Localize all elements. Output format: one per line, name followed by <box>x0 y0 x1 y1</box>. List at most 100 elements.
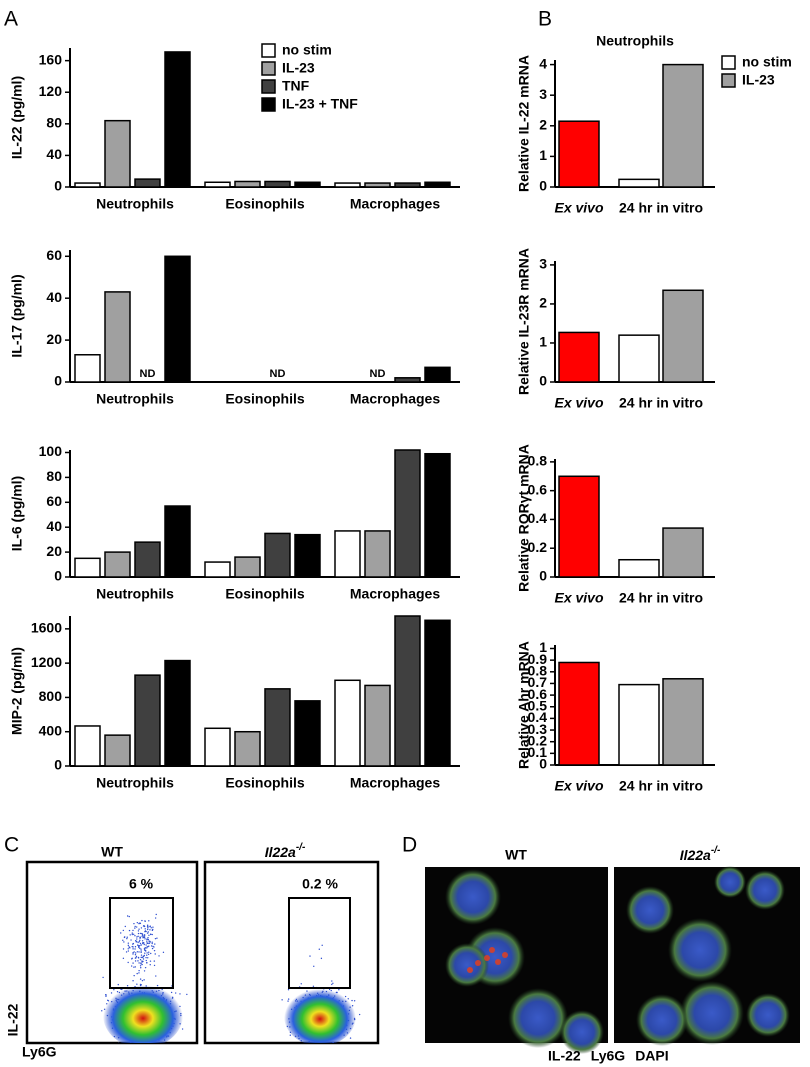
column-label: WT <box>101 844 123 860</box>
y-tick-label: 100 <box>39 443 63 459</box>
y-tick-label: 60 <box>46 247 62 263</box>
event <box>105 995 107 997</box>
legend-label: IL-23 <box>742 72 775 88</box>
y-tick-label: 60 <box>46 493 62 509</box>
event <box>128 929 131 932</box>
event <box>137 957 140 959</box>
bar <box>394 377 421 383</box>
stain-label: Ly6G <box>591 1048 626 1064</box>
event <box>321 944 323 946</box>
bar <box>264 532 291 578</box>
event <box>136 936 138 938</box>
event <box>139 947 141 950</box>
y-tick-label: 0 <box>54 568 62 584</box>
event <box>140 954 143 956</box>
event <box>151 933 153 936</box>
column-label: Il22a-/- <box>680 845 721 863</box>
bar <box>294 700 321 767</box>
event <box>143 979 145 981</box>
cell <box>560 1010 604 1054</box>
bar <box>558 661 600 766</box>
event <box>123 936 126 939</box>
event <box>358 1013 361 1016</box>
event <box>122 939 124 941</box>
bar <box>334 679 361 767</box>
event <box>141 919 143 922</box>
event <box>137 960 139 962</box>
y-tick-label: 0.1 <box>528 744 548 760</box>
bar <box>364 530 391 578</box>
x-tick-label: Neutrophils <box>96 391 174 407</box>
event <box>318 948 321 950</box>
event <box>146 941 148 943</box>
y-tick-label: 0 <box>539 178 547 194</box>
bar <box>74 557 101 578</box>
x-tick-label: Ex vivo <box>554 395 603 411</box>
event <box>139 932 142 935</box>
event <box>148 934 150 937</box>
event <box>132 946 134 948</box>
legend-swatch <box>261 79 276 94</box>
gate <box>109 897 174 989</box>
event <box>113 988 115 991</box>
y-tick-label: 3 <box>539 86 547 102</box>
x-tick-label: 24 hr in vitro <box>619 590 703 606</box>
event <box>349 1037 352 1039</box>
legend-label: IL-23 + TNF <box>282 96 358 112</box>
event <box>137 935 139 937</box>
x-tick-label: Eosinophils <box>225 775 305 791</box>
x-tick-label: Macrophages <box>350 586 440 602</box>
event <box>123 941 125 943</box>
y-tick-label: 40 <box>46 146 62 162</box>
event <box>136 921 139 924</box>
event <box>179 993 181 995</box>
bar <box>662 63 704 188</box>
y-tick-label: 0.2 <box>528 732 548 748</box>
event <box>156 937 158 939</box>
event <box>351 999 353 1002</box>
event <box>141 935 143 938</box>
event <box>126 936 128 938</box>
event <box>132 933 135 935</box>
y-tick-label: 1600 <box>31 620 62 636</box>
bar <box>558 331 600 383</box>
legend-label: TNF <box>282 78 310 94</box>
event <box>145 930 147 933</box>
x-tick-label: Eosinophils <box>225 196 305 212</box>
event <box>149 964 151 966</box>
y-tick-label: 40 <box>46 289 62 305</box>
bar <box>662 527 704 578</box>
event <box>147 927 149 929</box>
event <box>128 915 130 918</box>
event <box>132 943 134 945</box>
event <box>143 935 146 937</box>
event <box>153 949 156 952</box>
event <box>138 928 140 930</box>
bar <box>364 684 391 767</box>
bar <box>104 119 131 188</box>
event <box>320 957 323 960</box>
event <box>130 965 133 967</box>
x-tick-label: Macrophages <box>350 775 440 791</box>
event <box>140 944 142 946</box>
event <box>313 965 315 968</box>
y-tick-label: 1 <box>539 334 547 350</box>
bar <box>164 659 191 767</box>
event <box>140 951 142 954</box>
bar <box>558 120 600 188</box>
bar <box>618 683 660 766</box>
event <box>146 928 149 931</box>
event <box>137 930 140 932</box>
event <box>150 945 153 947</box>
cell <box>668 918 732 982</box>
event <box>146 954 148 956</box>
event <box>353 1000 356 1002</box>
y-tick-label: 40 <box>46 518 62 534</box>
event <box>127 944 130 947</box>
event <box>127 950 130 952</box>
cell <box>680 981 744 1045</box>
event <box>101 1010 103 1012</box>
gate-label: 6 % <box>129 876 154 892</box>
y-tick-label: 0.7 <box>528 674 548 690</box>
bar <box>74 182 101 188</box>
